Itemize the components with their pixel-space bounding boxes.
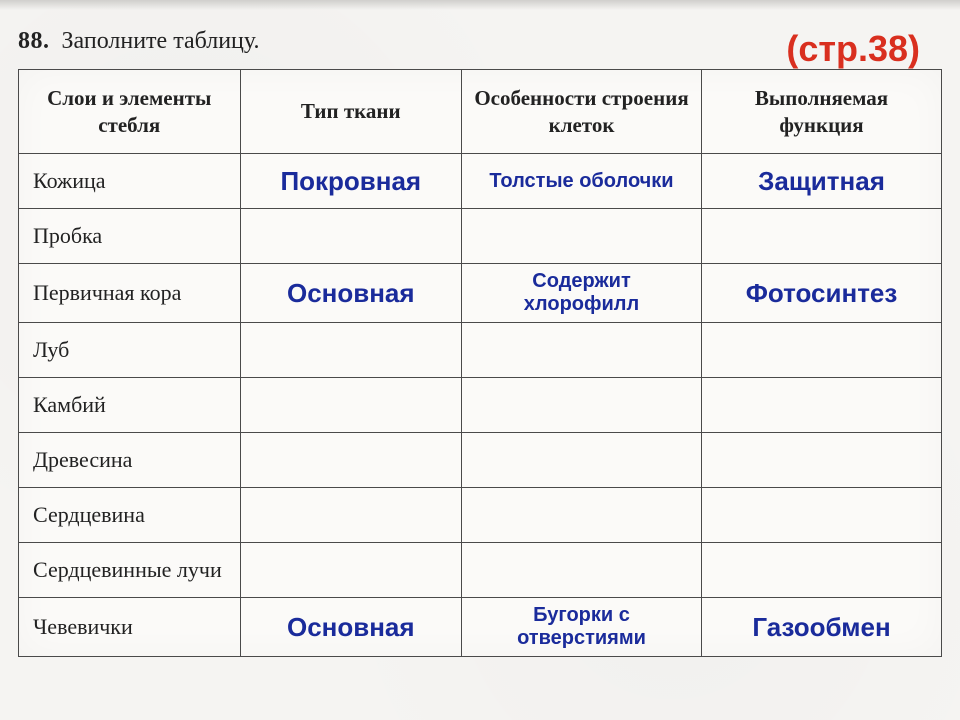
cell-features — [462, 433, 702, 488]
table-row: Сердцевинные лучи — [19, 543, 942, 598]
table-row: Камбий — [19, 378, 942, 433]
table-row: Чевевички Основная Бугорки с отверстиями… — [19, 598, 942, 657]
cell-function — [702, 543, 942, 598]
cell-function: Фотосинтез — [702, 264, 942, 323]
row-label: Древесина — [19, 433, 241, 488]
cell-tissue — [240, 209, 462, 264]
cell-tissue: Основная — [240, 264, 462, 323]
cell-features — [462, 323, 702, 378]
table-row: Луб — [19, 323, 942, 378]
task-header: 88. Заполните таблицу. (стр.38) — [18, 28, 942, 55]
table-row: Первичная кора Основная Содержит хлорофи… — [19, 264, 942, 323]
cell-tissue — [240, 488, 462, 543]
col-header-function: Выполняемая функция — [702, 70, 942, 154]
cell-features — [462, 488, 702, 543]
table-row: Пробка — [19, 209, 942, 264]
task-number: 88. — [18, 28, 50, 55]
cell-features: Содержит хлорофилл — [462, 264, 702, 323]
cell-tissue — [240, 543, 462, 598]
cell-features — [462, 378, 702, 433]
page-reference: (стр.38) — [786, 28, 920, 70]
cell-function — [702, 209, 942, 264]
row-label: Луб — [19, 323, 241, 378]
row-label: Чевевички — [19, 598, 241, 657]
row-label: Сердцевинные лучи — [19, 543, 241, 598]
table-header-row: Слои и элементы стебля Тип ткани Особенн… — [19, 70, 942, 154]
cell-features: Бугорки с отверстиями — [462, 598, 702, 657]
cell-tissue: Основная — [240, 598, 462, 657]
table-row: Древесина — [19, 433, 942, 488]
cell-function: Защитная — [702, 154, 942, 209]
table-row: Кожица Покровная Толстые оболочки Защитн… — [19, 154, 942, 209]
row-label: Кожица — [19, 154, 241, 209]
col-header-tissue: Тип ткани — [240, 70, 462, 154]
cell-tissue — [240, 378, 462, 433]
cell-function — [702, 378, 942, 433]
worksheet-page: 88. Заполните таблицу. (стр.38) Слои и э… — [0, 0, 960, 720]
stem-layers-table: Слои и элементы стебля Тип ткани Особенн… — [18, 69, 942, 657]
cell-tissue — [240, 433, 462, 488]
cell-function — [702, 433, 942, 488]
cell-tissue — [240, 323, 462, 378]
cell-features — [462, 543, 702, 598]
table-row: Сердцевина — [19, 488, 942, 543]
task-text: Заполните таблицу. — [62, 28, 260, 55]
cell-features — [462, 209, 702, 264]
cell-tissue: Покровная — [240, 154, 462, 209]
row-label: Пробка — [19, 209, 241, 264]
row-label: Сердцевина — [19, 488, 241, 543]
cell-features: Толстые оболочки — [462, 154, 702, 209]
row-label: Камбий — [19, 378, 241, 433]
col-header-features: Особенности строения клеток — [462, 70, 702, 154]
cell-function: Газообмен — [702, 598, 942, 657]
row-label: Первичная кора — [19, 264, 241, 323]
cell-function — [702, 323, 942, 378]
cell-function — [702, 488, 942, 543]
col-header-layers: Слои и элементы стебля — [19, 70, 241, 154]
